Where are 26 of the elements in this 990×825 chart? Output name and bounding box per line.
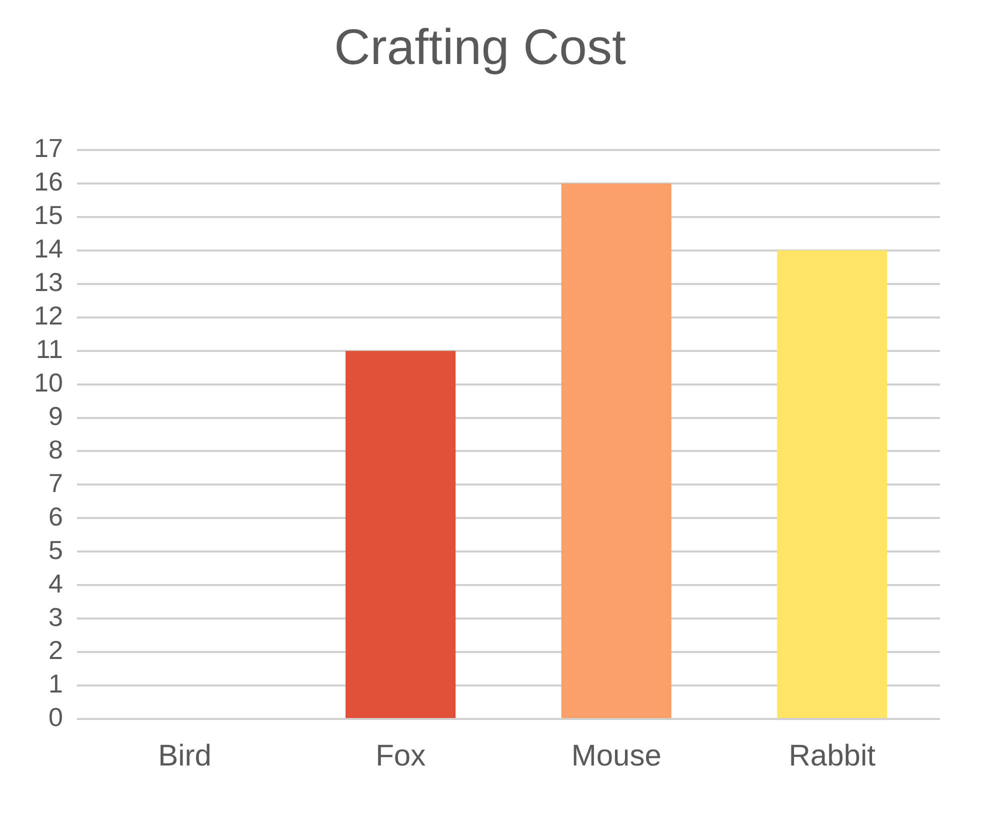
y-tick-label: 9: [48, 400, 63, 431]
y-tick-label: 5: [48, 534, 63, 565]
bar: [777, 250, 888, 718]
y-tick-label: 14: [34, 234, 63, 264]
bar: [346, 350, 456, 718]
y-tick-label: 8: [48, 434, 63, 464]
y-tick-label: 11: [36, 334, 63, 364]
y-tick-label: 3: [48, 602, 63, 632]
chart-title: Crafting Cost: [334, 18, 626, 75]
y-tick-label: 17: [34, 133, 63, 164]
x-tick-label: Bird: [158, 739, 212, 772]
x-tick-label: Mouse: [571, 739, 662, 772]
y-tick-label: 6: [48, 501, 63, 532]
x-tick-label: Fox: [376, 739, 426, 772]
x-tick-label: Rabbit: [788, 739, 876, 772]
y-tick-label: 2: [48, 635, 63, 666]
y-tick-label: 13: [34, 267, 63, 298]
y-tick-label: 15: [34, 200, 63, 230]
y-tick-label: 12: [34, 300, 63, 331]
y-tick-label: 1: [48, 668, 63, 699]
bar: [561, 183, 672, 718]
y-tick-label: 4: [48, 568, 63, 598]
y-tick-label: 16: [34, 166, 63, 197]
y-tick-label: 7: [48, 468, 63, 498]
y-tick-label: 0: [48, 702, 63, 732]
y-tick-label: 10: [34, 367, 63, 398]
